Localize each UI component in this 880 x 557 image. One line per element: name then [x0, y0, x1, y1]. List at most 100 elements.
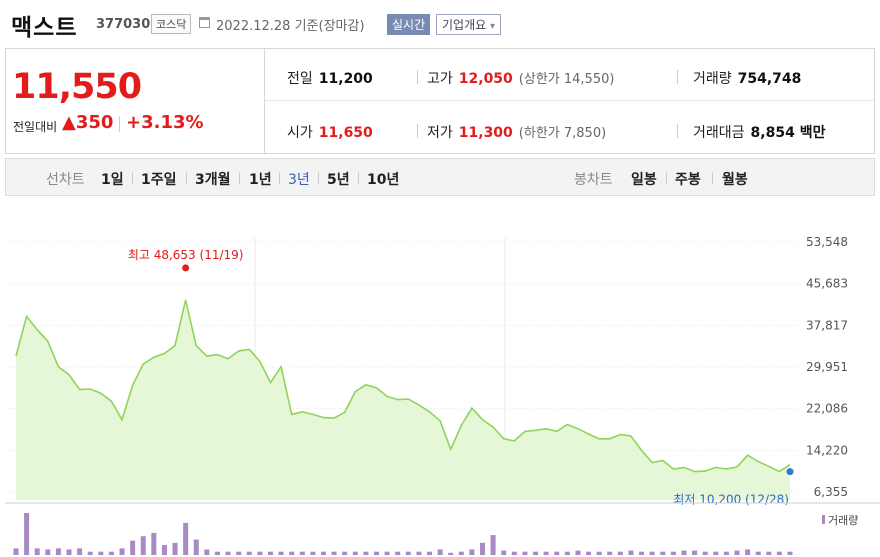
tab-3y[interactable]: 3년	[288, 172, 310, 188]
divider	[186, 172, 187, 184]
realtime-button[interactable]: 실시간	[387, 14, 431, 35]
turnover: 거래대금 8,854 백만	[693, 122, 825, 142]
volume-bar	[564, 551, 570, 555]
volume-bar	[437, 549, 443, 555]
divider	[279, 172, 280, 184]
candle-chart-label: 봉차트	[574, 172, 613, 188]
tab-5y[interactable]: 5년	[327, 172, 350, 188]
volume-bar	[670, 551, 676, 555]
tab-1y[interactable]: 1년	[249, 172, 272, 188]
volume-bar	[151, 532, 157, 555]
date-value: 2022.12.28	[216, 19, 291, 34]
volume-bar	[246, 551, 252, 555]
volume-bar	[607, 551, 613, 555]
volume-bar	[373, 551, 379, 555]
change-percent: +3.13%	[126, 112, 204, 133]
volume-bar	[745, 549, 751, 555]
volume-bar	[183, 522, 189, 555]
price-line	[15, 299, 791, 473]
volume-bar	[13, 548, 19, 555]
market-badge: 코스닥	[151, 14, 192, 34]
tab-1d[interactable]: 1일	[101, 172, 124, 188]
line-chart-label: 선차트	[46, 172, 85, 188]
volume-bar	[776, 551, 782, 555]
y-tick-label: 53,548	[806, 235, 848, 249]
volume-bar	[596, 551, 602, 555]
turnover-label: 거래대금	[693, 125, 745, 141]
current-price: 11,550	[12, 67, 142, 107]
volume-bar	[320, 551, 326, 555]
price-summary: 11,550 전일대비 ▲350 +3.13% 전일 11,200 고가 12,05…	[5, 48, 875, 154]
volume-bar	[55, 548, 61, 555]
calendar-icon	[199, 17, 210, 28]
high-marker	[182, 264, 190, 272]
divider	[132, 172, 133, 184]
volume-bar	[639, 551, 645, 555]
volume-bar	[310, 551, 316, 555]
chart-period-tabs: 선차트 1일 1주일 3개월 1년 3년 5년 10년 봉차트 일봉 주봉 월봉	[5, 158, 875, 196]
volume-bar	[713, 551, 719, 555]
volume-bar	[140, 536, 146, 555]
open-value: 11,650	[318, 125, 373, 141]
volume-bar	[416, 551, 422, 555]
tab-1w[interactable]: 1주일	[141, 172, 177, 188]
change-label: 전일대비	[13, 120, 58, 134]
volume-bars	[13, 513, 793, 555]
volume-bar	[490, 535, 496, 555]
y-tick-label: 14,220	[806, 443, 848, 457]
y-tick-label: 29,951	[806, 360, 848, 374]
volume-legend-swatch	[822, 515, 825, 524]
volume-bar	[617, 551, 623, 555]
volume-bar	[702, 551, 708, 555]
volume-bar	[98, 551, 104, 555]
row-divider	[265, 100, 874, 101]
volume-bar	[204, 549, 210, 555]
volume-bar	[533, 551, 539, 555]
volume-label: 거래량	[693, 71, 732, 87]
open-price: 시가 11,650	[287, 122, 373, 142]
volume-bar	[214, 551, 220, 555]
volume-bar	[236, 551, 242, 555]
volume-bar	[543, 551, 549, 555]
volume-bar	[692, 550, 698, 555]
volume-bar	[511, 551, 517, 555]
divider	[239, 172, 240, 184]
low-value: 11,300	[458, 125, 513, 141]
prev-close-label: 전일	[287, 71, 313, 87]
volume-bar	[586, 551, 592, 555]
y-tick-label: 22,086	[806, 402, 848, 416]
prev-close-value: 11,200	[318, 71, 373, 87]
volume-bar	[278, 551, 284, 555]
volume-bar	[766, 551, 772, 555]
tab-daily[interactable]: 일봉	[631, 172, 657, 188]
tab-10y[interactable]: 10년	[367, 172, 400, 188]
volume-bar	[45, 549, 51, 555]
low-price: 저가 11,300 (하한가 7,850)	[427, 122, 606, 142]
volume-bar	[734, 550, 740, 555]
stock-name: 맥스트	[11, 15, 78, 41]
volume-bar	[469, 549, 475, 555]
company-overview-dropdown[interactable]: 기업개요 ▾	[436, 14, 502, 35]
volume-legend: 거래량	[828, 514, 858, 527]
volume-bar	[480, 542, 486, 555]
current-price-panel: 11,550 전일대비 ▲350 +3.13%	[6, 49, 265, 153]
turnover-value: 8,854 백만	[750, 125, 826, 141]
volume-bar	[522, 551, 528, 555]
tab-3m[interactable]: 3개월	[195, 172, 231, 188]
volume-bar	[649, 551, 655, 555]
tab-weekly[interactable]: 주봉	[675, 172, 701, 188]
volume-bar	[554, 551, 560, 555]
prev-close: 전일 11,200	[287, 68, 373, 88]
y-tick-label: 6,355	[814, 485, 848, 499]
change-amount: ▲350	[62, 112, 113, 133]
low-label: 최저 10,200 (12/28)	[673, 493, 789, 507]
low-label: 저가	[427, 125, 453, 141]
company-overview-label: 기업개요	[442, 18, 487, 32]
tab-monthly[interactable]: 월봉	[722, 172, 748, 188]
y-axis: 53,548 45,683 37,817 29,951 22,086 14,220 6,35…	[806, 235, 848, 499]
high-value: 12,050	[458, 71, 513, 87]
volume-bar	[225, 551, 231, 555]
divider	[677, 124, 678, 138]
volume-bar	[427, 551, 433, 555]
volume-bar	[87, 551, 93, 555]
